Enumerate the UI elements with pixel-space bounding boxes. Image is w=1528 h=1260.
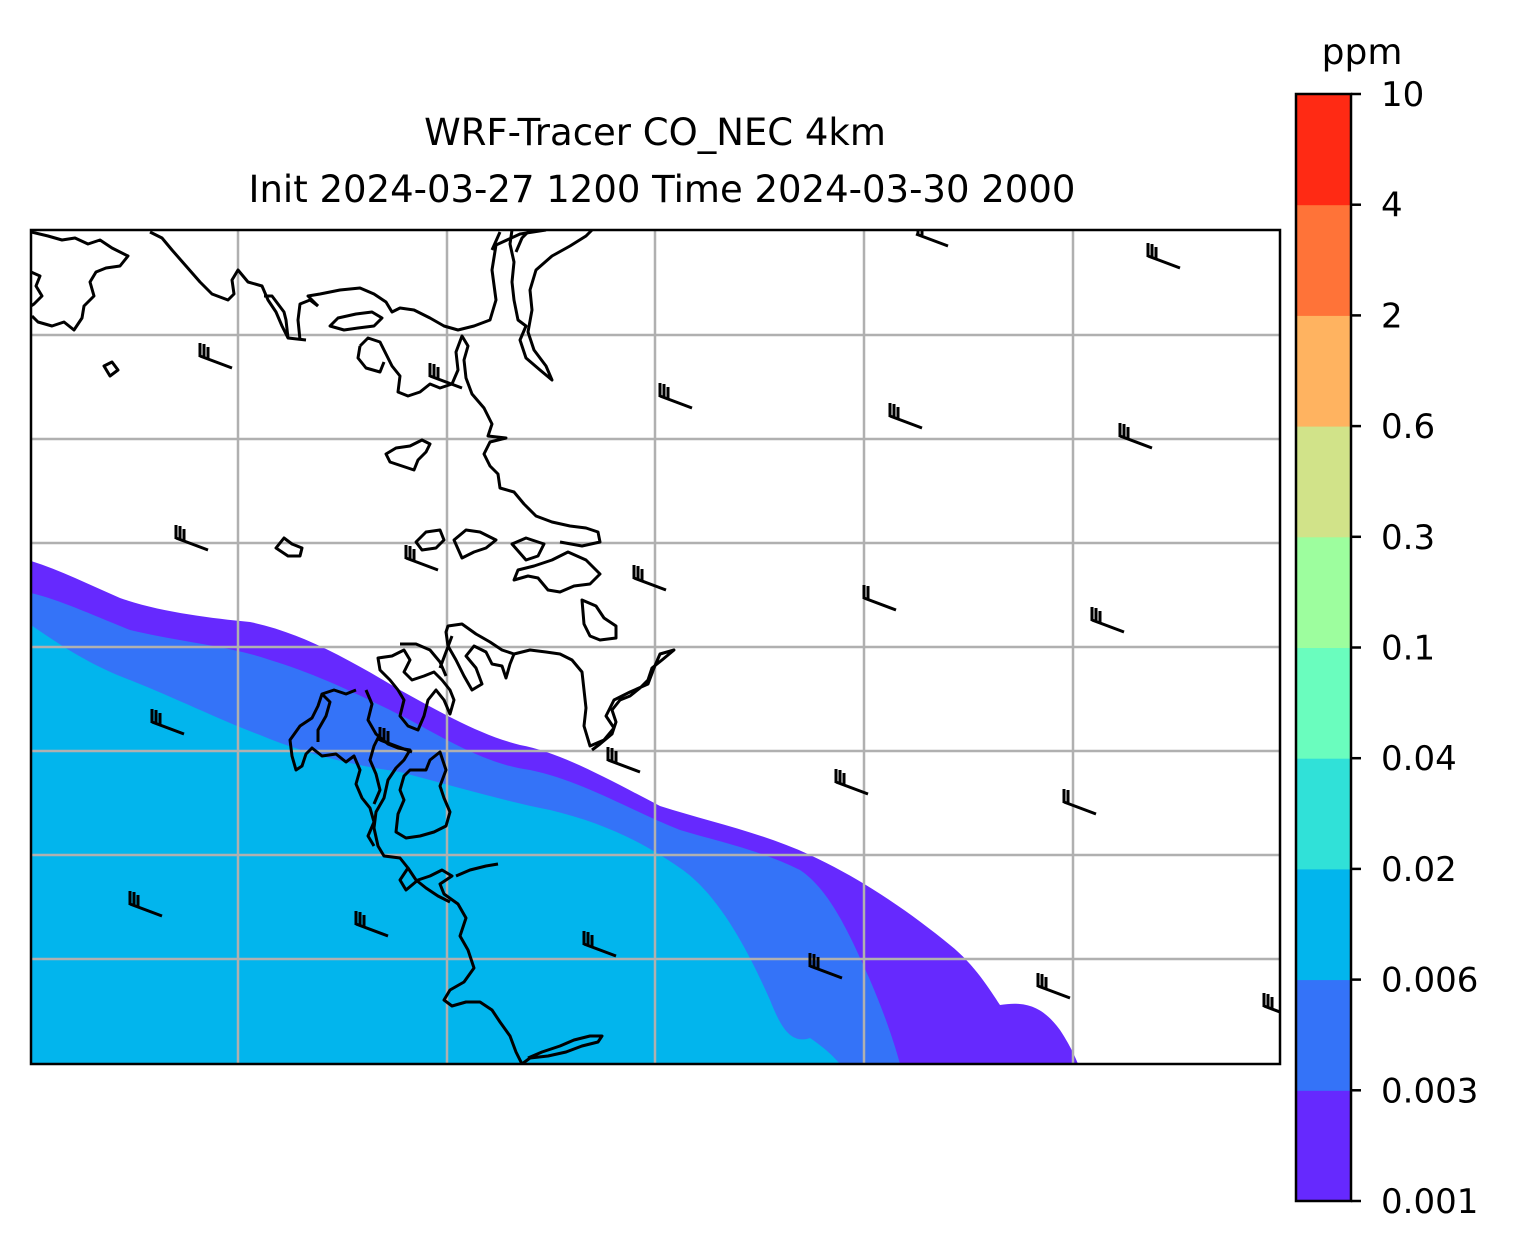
colorbar-tick-label: 0.3 — [1381, 518, 1435, 558]
colorbar: ppm 0.001 0.003 0.006 0.02 0.04 0.1 0.3 0.6 2 4 10 — [1294, 32, 1478, 1222]
colorbar-swatch — [1296, 1090, 1351, 1202]
colorbar-frame — [1294, 92, 1353, 1203]
map-title-line2: Init 2024-03-27 1200 Time 2024-03-30 200… — [249, 168, 1076, 211]
colorbar-swatch — [1296, 426, 1351, 538]
colorbar-ticks: 0.001 0.003 0.006 0.02 0.04 0.1 0.3 0.6 2 4 10 — [1351, 75, 1478, 1222]
colorbar-tick-label: 10 — [1381, 75, 1424, 115]
colorbar-swatch — [1296, 315, 1351, 427]
colorbar-swatch — [1296, 758, 1351, 870]
colorbar-swatch — [1296, 536, 1351, 648]
colorbar-tick-label: 0.04 — [1381, 739, 1457, 779]
colorbar-tick-label: 2 — [1381, 296, 1403, 336]
colorbar-swatch — [1296, 979, 1351, 1091]
colorbar-tick-label: 0.6 — [1381, 407, 1435, 447]
colorbar-swatch — [1296, 204, 1351, 316]
colorbar-swatch — [1296, 94, 1351, 206]
colorbar-tick-label: 0.02 — [1381, 850, 1457, 890]
contour-fill-0.006-0.02 — [31, 625, 840, 1064]
colorbar-tick-label: 0.006 — [1381, 961, 1478, 1001]
colorbar-tick-label: 0.1 — [1381, 629, 1435, 669]
colorbar-tick-label: 0.003 — [1381, 1071, 1478, 1111]
gridlines — [31, 230, 1280, 1064]
wind-barbs — [128, 230, 1280, 1014]
coastlines — [31, 230, 676, 1064]
colorbar-tick-label: 4 — [1381, 186, 1403, 226]
map-frame — [29, 228, 1282, 1066]
map-title-line1: WRF-Tracer CO_NEC 4km — [424, 111, 886, 154]
colorbar-swatches — [1296, 94, 1351, 1202]
colorbar-unit-label: ppm — [1322, 32, 1403, 73]
colorbar-swatch — [1296, 868, 1351, 981]
colorbar-tick-label: 0.001 — [1381, 1182, 1478, 1222]
colorbar-swatch — [1296, 647, 1351, 759]
map-area — [31, 230, 1280, 1064]
